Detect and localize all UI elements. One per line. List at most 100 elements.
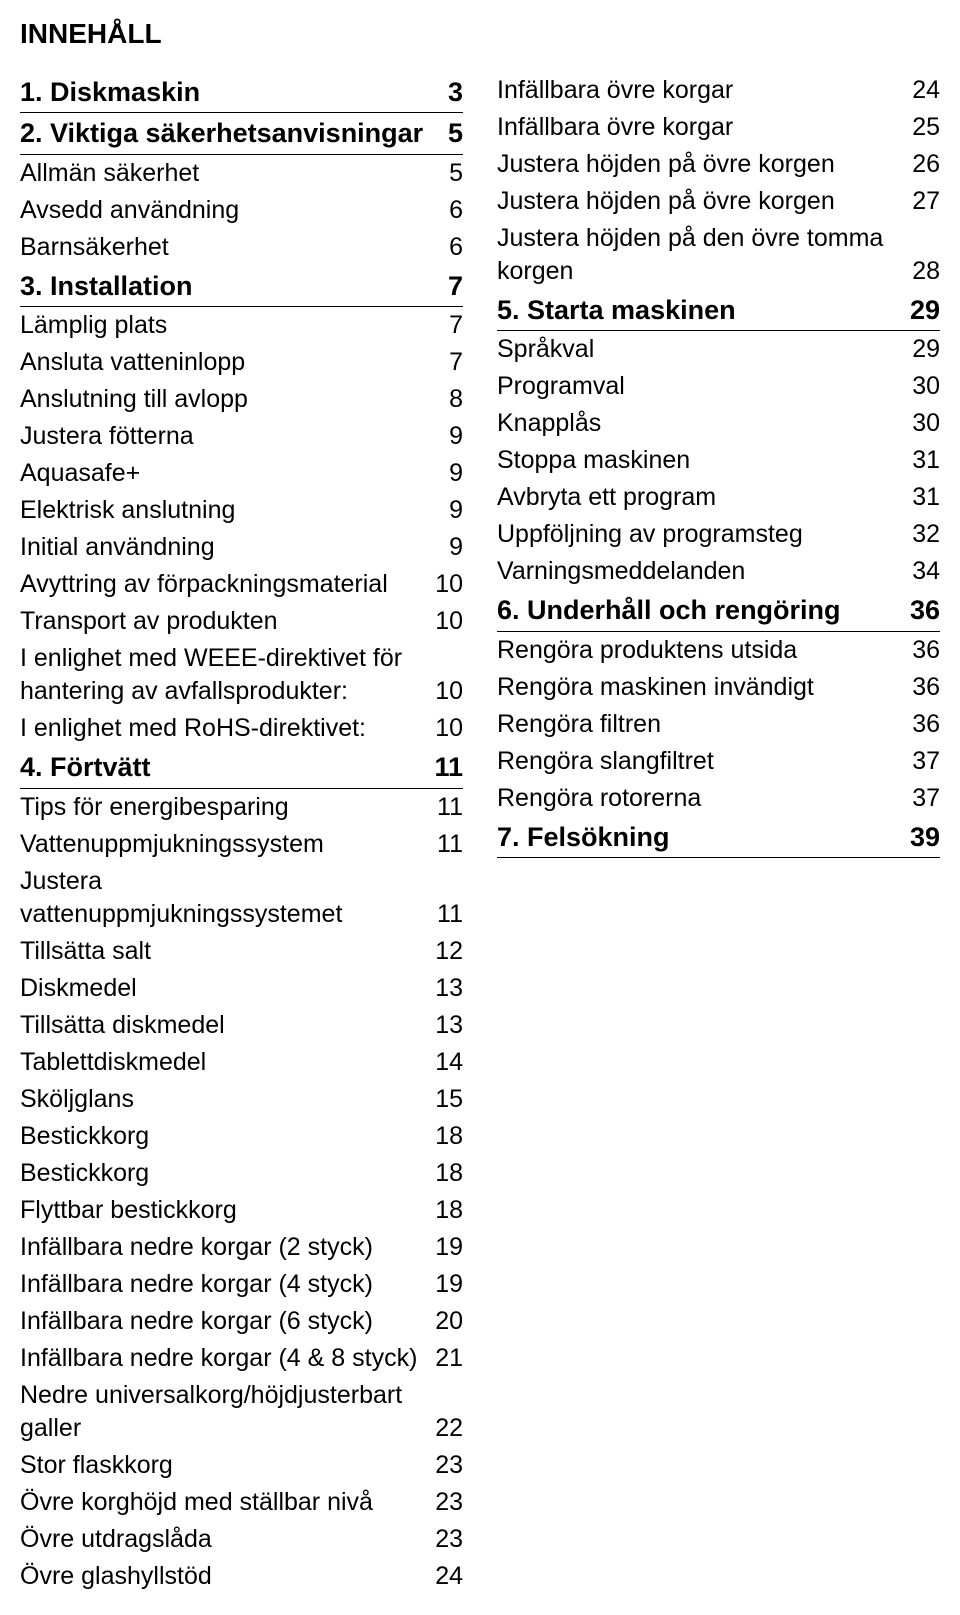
toc-sub-label: Elektrisk anslutning — [20, 494, 241, 527]
toc-page: INNEHÅLL 1. Diskmaskin32. Viktiga säkerh… — [0, 0, 960, 1615]
toc-page-number: 9 — [445, 420, 463, 453]
toc-page-number: 28 — [908, 255, 940, 288]
toc-sub-label: Sköljglans — [20, 1083, 140, 1116]
toc-sub-label: Övre utdragslåda — [20, 1523, 218, 1556]
toc-sub-row: Avyttring av förpackningsmaterial10 — [20, 566, 463, 603]
toc-section-label: 1. Diskmaskin — [20, 74, 444, 110]
toc-sub-label: Avyttring av förpackningsmaterial — [20, 568, 394, 601]
toc-section-row: 3. Installation7 — [20, 266, 463, 307]
toc-sub-row: I enlighet med WEEE-direktivet för hante… — [20, 640, 463, 710]
toc-sub-row: Infällbara nedre korgar (4 & 8 styck)21 — [20, 1340, 463, 1377]
toc-sub-row: Avbryta ett program 31 — [497, 479, 940, 516]
toc-sub-label: Rengöra produktens utsida — [497, 634, 803, 667]
toc-sub-label: Anslutning till avlopp — [20, 383, 254, 416]
toc-page-number: 10 — [431, 675, 463, 708]
toc-page-number: 29 — [908, 333, 940, 366]
toc-page-number: 9 — [445, 494, 463, 527]
toc-sub-row: Avsedd användning6 — [20, 192, 463, 229]
toc-page-number: 6 — [445, 231, 463, 264]
toc-sub-label: Justera fötterna — [20, 420, 200, 453]
toc-page-number: 3 — [444, 74, 463, 110]
toc-page-number: 11 — [433, 791, 463, 824]
toc-page-number: 36 — [908, 634, 940, 667]
toc-sub-label: Övre korghöjd med ställbar nivå — [20, 1486, 379, 1519]
toc-page-number: 13 — [431, 972, 463, 1005]
toc-page-number: 15 — [431, 1083, 463, 1116]
toc-sub-row: Elektrisk anslutning 9 — [20, 492, 463, 529]
toc-sub-row: Anslutning till avlopp 8 — [20, 381, 463, 418]
toc-sub-label: Bestickkorg — [20, 1157, 155, 1190]
toc-sub-label: Infällbara nedre korgar (6 styck) — [20, 1305, 379, 1338]
toc-page-number: 18 — [431, 1120, 463, 1153]
toc-title: INNEHÅLL — [20, 18, 940, 50]
toc-page-number: 10 — [431, 605, 463, 638]
toc-page-number: 34 — [908, 555, 940, 588]
toc-sub-label: Stoppa maskinen — [497, 444, 696, 477]
toc-sub-label: Uppföljning av programsteg — [497, 518, 809, 551]
toc-section-label: 4. Förtvätt — [20, 749, 430, 785]
toc-sub-label: Infällbara nedre korgar (4 & 8 styck) — [20, 1342, 423, 1375]
toc-sub-row: Transport av produkten10 — [20, 603, 463, 640]
toc-sub-label: Infällbara nedre korgar (4 styck) — [20, 1268, 379, 1301]
toc-sub-label: Infällbara övre korgar — [497, 111, 739, 144]
toc-left-column: 1. Diskmaskin32. Viktiga säkerhetsanvisn… — [20, 72, 463, 1595]
toc-page-number: 30 — [908, 370, 940, 403]
toc-page-number: 7 — [445, 309, 463, 342]
toc-sub-row: Infällbara nedre korgar (4 styck) 19 — [20, 1266, 463, 1303]
toc-sub-label: Lämplig plats — [20, 309, 173, 342]
toc-sub-label: Aquasafe+ — [20, 457, 146, 490]
toc-sub-row: Rengöra produktens utsida 36 — [497, 632, 940, 669]
toc-sub-label: Justera höjden på övre korgen — [497, 185, 841, 218]
toc-page-number: 21 — [431, 1342, 463, 1375]
toc-page-number: 37 — [908, 745, 940, 778]
toc-sub-label: Barnsäkerhet — [20, 231, 175, 264]
toc-page-number: 8 — [445, 383, 463, 416]
toc-sub-label: Justera höjden på övre korgen — [497, 148, 841, 181]
toc-sub-row: Initial användning9 — [20, 529, 463, 566]
toc-section-label: 5. Starta maskinen — [497, 292, 906, 328]
toc-page-number: 31 — [908, 444, 940, 477]
toc-page-number: 5 — [445, 157, 463, 190]
toc-sub-label: Avbryta ett program — [497, 481, 722, 514]
toc-page-number: 9 — [445, 531, 463, 564]
toc-sub-row: Diskmedel 13 — [20, 970, 463, 1007]
toc-page-number: 24 — [908, 74, 940, 107]
toc-sub-label: Programval — [497, 370, 631, 403]
toc-sub-row: Tablettdiskmedel14 — [20, 1044, 463, 1081]
toc-sub-label: Knapplås — [497, 407, 607, 440]
toc-section-label: 2. Viktiga säkerhetsanvisningar — [20, 115, 444, 151]
toc-sub-row: Justera vattenuppmjukningssystemet11 — [20, 863, 463, 933]
toc-sub-row: Infällbara övre korgar25 — [497, 109, 940, 146]
toc-sub-row: Sköljglans 15 — [20, 1081, 463, 1118]
toc-page-number: 20 — [431, 1305, 463, 1338]
toc-sub-label: Nedre universalkorg/höjdjusterbart galle… — [20, 1379, 431, 1445]
toc-sub-label: Flyttbar bestickkorg — [20, 1194, 243, 1227]
toc-section-label: 6. Underhåll och rengöring — [497, 592, 906, 628]
toc-page-number: 37 — [908, 782, 940, 815]
toc-sub-row: Justera fötterna 9 — [20, 418, 463, 455]
toc-section-row: 2. Viktiga säkerhetsanvisningar5 — [20, 113, 463, 154]
toc-page-number: 11 — [433, 898, 463, 931]
toc-page-number: 31 — [908, 481, 940, 514]
toc-sub-label: Infällbara nedre korgar (2 styck) — [20, 1231, 379, 1264]
toc-page-number: 9 — [445, 457, 463, 490]
toc-page-number: 19 — [431, 1268, 463, 1301]
toc-sub-row: Rengöra filtren36 — [497, 706, 940, 743]
toc-sub-label: Tablettdiskmedel — [20, 1046, 212, 1079]
toc-sub-row: Justera höjden på övre korgen27 — [497, 183, 940, 220]
toc-sub-row: Knapplås 30 — [497, 405, 940, 442]
toc-page-number: 19 — [431, 1231, 463, 1264]
toc-sub-row: Stoppa maskinen 31 — [497, 442, 940, 479]
toc-sub-row: Övre utdragslåda23 — [20, 1521, 463, 1558]
toc-page-number: 36 — [908, 708, 940, 741]
toc-sub-row: I enlighet med RoHS-direktivet:10 — [20, 710, 463, 747]
toc-page-number: 36 — [908, 671, 940, 704]
toc-page-number: 30 — [908, 407, 940, 440]
toc-sub-row: Övre glashyllstöd24 — [20, 1558, 463, 1595]
toc-sub-label: Diskmedel — [20, 972, 143, 1005]
toc-sub-row: Bestickkorg18 — [20, 1155, 463, 1192]
toc-sub-row: Lämplig plats 7 — [20, 307, 463, 344]
toc-sub-label: Infällbara övre korgar — [497, 74, 739, 107]
toc-sub-label: Tips för energibesparing — [20, 791, 295, 824]
toc-page-number: 10 — [431, 712, 463, 745]
